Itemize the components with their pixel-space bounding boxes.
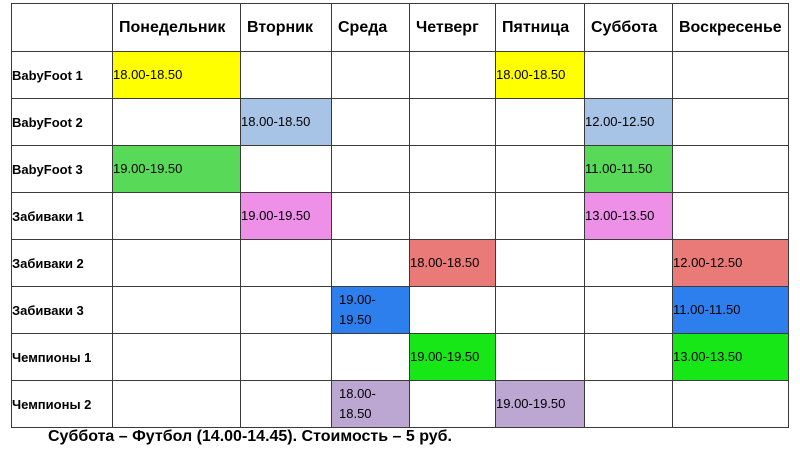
empty-cell (409, 380, 496, 428)
time-slot: 11.00-11.50 (584, 145, 673, 193)
empty-cell (495, 239, 585, 287)
time-slot: 11.00-11.50 (672, 286, 789, 334)
empty-cell (331, 239, 410, 287)
time-slot: 12.00-12.50 (672, 239, 789, 287)
day-header: Четверг (409, 3, 496, 52)
empty-cell (409, 51, 496, 99)
empty-cell (584, 239, 673, 287)
empty-cell (409, 98, 496, 146)
time-slot: 19.00-19.50 (495, 380, 585, 428)
group-name: Забиваки 3 (11, 286, 113, 334)
group-name: BabyFoot 2 (11, 98, 113, 146)
day-header: Понедельник (112, 3, 241, 52)
empty-cell (240, 51, 332, 99)
corner-cell (11, 3, 113, 52)
time-slot: 18.00-18.50 (112, 51, 241, 99)
empty-cell (112, 380, 241, 428)
group-row: Забиваки 2 18.00-18.50 12.00-12.50 (11, 239, 789, 287)
empty-cell (331, 192, 410, 240)
time-slot: 19.00-19.50 (331, 286, 410, 334)
empty-cell (112, 98, 241, 146)
empty-cell (672, 192, 789, 240)
time-slot: 13.00-13.50 (672, 333, 789, 381)
time-slot: 19.00-19.50 (409, 333, 496, 381)
time-slot: 18.00-18.50 (409, 239, 496, 287)
empty-cell (331, 98, 410, 146)
group-row: Чемпионы 1 19.00-19.50 13.00-13.50 (11, 333, 789, 381)
time-slot: 18.00-18.50 (240, 98, 332, 146)
empty-cell (584, 51, 673, 99)
empty-cell (331, 333, 410, 381)
empty-cell (584, 380, 673, 428)
group-row: BabyFoot 1 18.00-18.50 18.00-18.50 (11, 51, 789, 99)
empty-cell (495, 333, 585, 381)
time-slot: 18.00-18.50 (495, 51, 585, 99)
empty-cell (240, 239, 332, 287)
empty-cell (409, 192, 496, 240)
empty-cell (672, 145, 789, 193)
time-slot: 19.00-19.50 (240, 192, 332, 240)
empty-cell (672, 380, 789, 428)
group-name: Чемпионы 2 (11, 380, 113, 428)
group-row: Забиваки 3 19.00- 19.50 11.00-11.50 (11, 286, 789, 334)
empty-cell (112, 286, 241, 334)
empty-cell (584, 286, 673, 334)
footnote: Суббота – Футбол (14.00-14.45). Стоимост… (48, 428, 452, 445)
group-name: Забиваки 1 (11, 192, 113, 240)
schedule-table: Понедельник Вторник Среда Четверг Пятниц… (11, 3, 789, 428)
time-slot: 13.00-13.50 (584, 192, 673, 240)
empty-cell (495, 145, 585, 193)
day-header: Пятница (495, 3, 585, 52)
group-name: Чемпионы 1 (11, 333, 113, 381)
empty-cell (240, 333, 332, 381)
schedule-body: BabyFoot 1 18.00-18.50 18.00-18.50 BabyFoot… (11, 51, 789, 428)
empty-cell (409, 145, 496, 193)
empty-cell (331, 145, 410, 193)
group-row: BabyFoot 2 18.00-18.50 12.00-12.50 (11, 98, 789, 146)
empty-cell (495, 192, 585, 240)
empty-cell (584, 333, 673, 381)
empty-cell (240, 380, 332, 428)
day-header: Воскресенье (672, 3, 789, 52)
day-header: Суббота (584, 3, 673, 52)
empty-cell (331, 51, 410, 99)
time-slot: 12.00-12.50 (584, 98, 673, 146)
group-name: Забиваки 2 (11, 239, 113, 287)
empty-cell (240, 145, 332, 193)
header-row: Понедельник Вторник Среда Четверг Пятниц… (11, 3, 789, 52)
time-slot: 18.00-18.50 (331, 380, 410, 428)
empty-cell (672, 98, 789, 146)
group-row: BabyFoot 3 19.00-19.50 11.00-11.50 (11, 145, 789, 193)
group-name: BabyFoot 1 (11, 51, 113, 99)
empty-cell (112, 333, 241, 381)
time-slot: 19.00-19.50 (112, 145, 241, 193)
empty-cell (112, 192, 241, 240)
empty-cell (240, 286, 332, 334)
group-row: Забиваки 1 19.00-19.50 13.00-13.50 (11, 192, 789, 240)
empty-cell (672, 51, 789, 99)
empty-cell (409, 286, 496, 334)
day-header: Среда (331, 3, 410, 52)
empty-cell (495, 286, 585, 334)
group-row: Чемпионы 2 18.00- 18.50 19.00-19.50 (11, 380, 789, 428)
group-name: BabyFoot 3 (11, 145, 113, 193)
empty-cell (112, 239, 241, 287)
empty-cell (495, 98, 585, 146)
day-header: Вторник (240, 3, 332, 52)
